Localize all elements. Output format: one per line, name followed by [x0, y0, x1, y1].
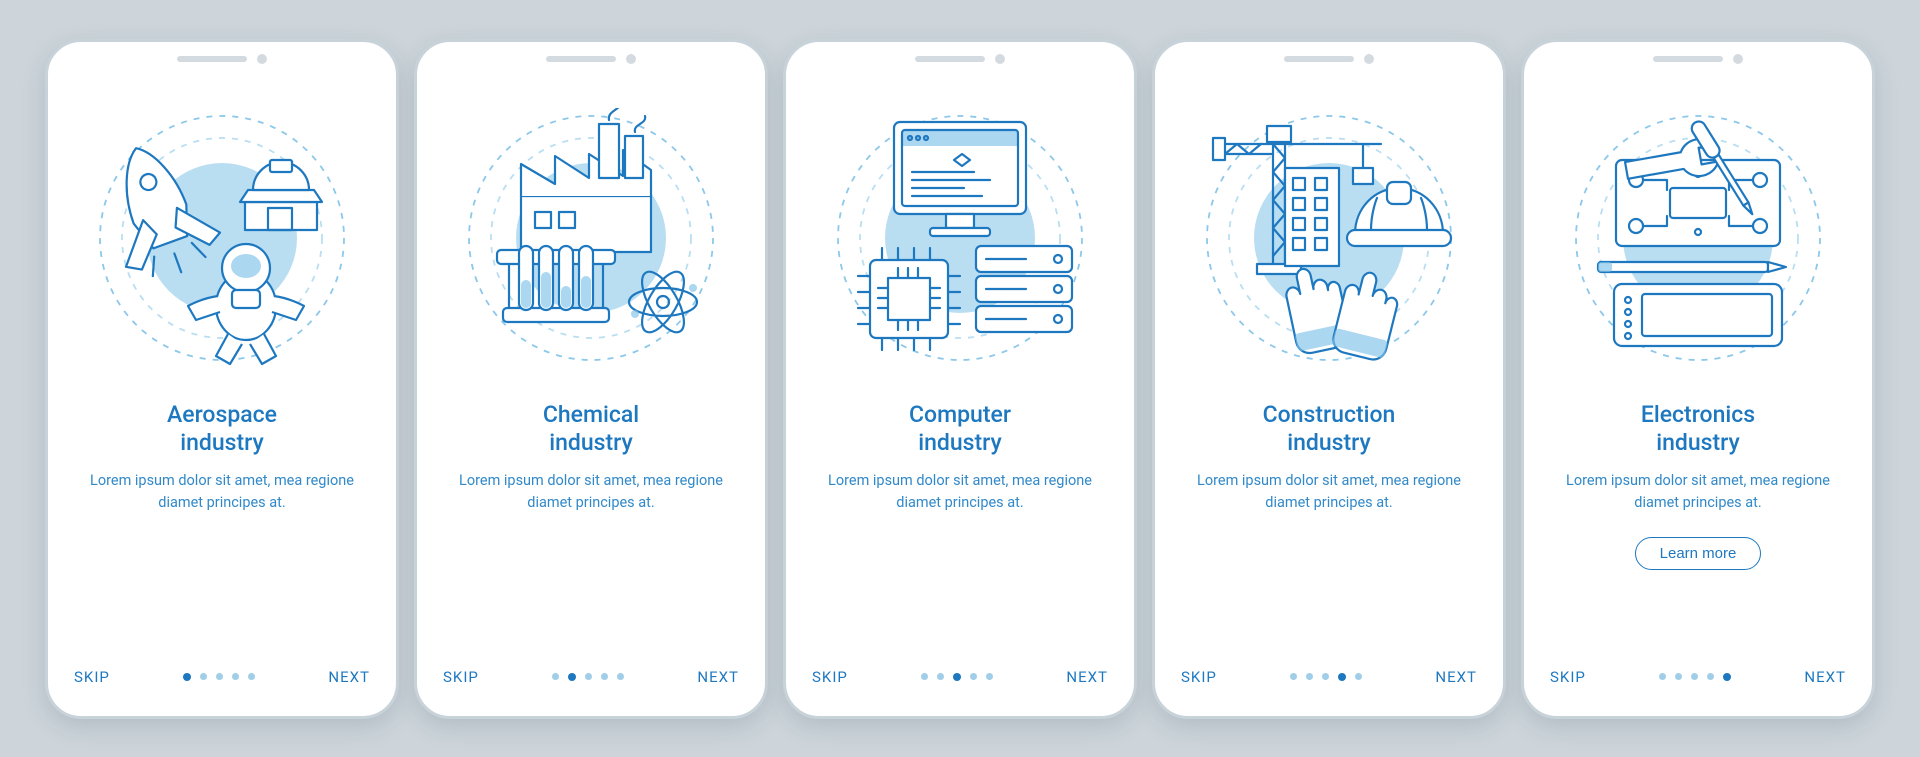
skip-button[interactable]: SKIP [1550, 668, 1586, 686]
next-button[interactable]: NEXT [1435, 668, 1477, 686]
screen-title: Computerindustry [812, 401, 1108, 459]
onboarding-nav: SKIP NEXT [1550, 668, 1846, 690]
next-button[interactable]: NEXT [1804, 668, 1846, 686]
phone-mockup: Electronicsindustry Lorem ipsum dolor sit… [1521, 39, 1875, 719]
page-dot[interactable] [1290, 673, 1297, 680]
phone-mockup: Aerospaceindustry Lorem ipsum dolor sit a… [45, 39, 399, 719]
phone-sensor [1653, 54, 1743, 64]
next-button[interactable]: NEXT [697, 668, 739, 686]
phones-row: Aerospaceindustry Lorem ipsum dolor sit a… [5, 39, 1915, 719]
skip-button[interactable]: SKIP [443, 668, 479, 686]
screen-body: Lorem ipsum dolor sit amet, mea regione … [1181, 470, 1477, 515]
construction-icon [1181, 83, 1477, 393]
onboarding-nav: SKIP NEXT [74, 668, 370, 690]
page-dots [1659, 673, 1731, 681]
screen-body: Lorem ipsum dolor sit amet, mea regione … [812, 470, 1108, 515]
phone-mockup: Chemicalindustry Lorem ipsum dolor sit am… [414, 39, 768, 719]
screen-body: Lorem ipsum dolor sit amet, mea regione … [443, 470, 739, 515]
screen-title: Electronicsindustry [1550, 401, 1846, 459]
page-dot[interactable] [953, 673, 961, 681]
page-dot[interactable] [601, 673, 608, 680]
page-dot[interactable] [1675, 673, 1682, 680]
page-dot[interactable] [1306, 673, 1313, 680]
page-dot[interactable] [986, 673, 993, 680]
page-dot[interactable] [585, 673, 592, 680]
screen-body: Lorem ipsum dolor sit amet, mea regione … [1550, 470, 1846, 515]
phone-sensor [1284, 54, 1374, 64]
page-dot[interactable] [232, 673, 239, 680]
aerospace-icon [74, 83, 370, 393]
page-dot[interactable] [921, 673, 928, 680]
page-dot[interactable] [617, 673, 624, 680]
onboarding-nav: SKIP NEXT [443, 668, 739, 690]
learn-more-button[interactable]: Learn more [1635, 537, 1762, 570]
phone-sensor [177, 54, 267, 64]
onboarding-nav: SKIP NEXT [1181, 668, 1477, 690]
next-button[interactable]: NEXT [1066, 668, 1108, 686]
skip-button[interactable]: SKIP [1181, 668, 1217, 686]
page-dot[interactable] [937, 673, 944, 680]
next-button[interactable]: NEXT [328, 668, 370, 686]
onboarding-nav: SKIP NEXT [812, 668, 1108, 690]
computer-icon [812, 83, 1108, 393]
phone-mockup: Constructionindustry Lorem ipsum dolor si… [1152, 39, 1506, 719]
page-dot[interactable] [216, 673, 223, 680]
page-dot[interactable] [1338, 673, 1346, 681]
page-dot[interactable] [970, 673, 977, 680]
phone-sensor [915, 54, 1005, 64]
page-dot[interactable] [248, 673, 255, 680]
screen-body: Lorem ipsum dolor sit amet, mea regione … [74, 470, 370, 515]
phone-mockup: Computerindustry Lorem ipsum dolor sit am… [783, 39, 1137, 719]
page-dot[interactable] [1707, 673, 1714, 680]
chemical-icon [443, 83, 739, 393]
phone-sensor [546, 54, 636, 64]
page-dot[interactable] [1723, 673, 1731, 681]
page-dot[interactable] [568, 673, 576, 681]
electronics-icon [1550, 83, 1846, 393]
page-dot[interactable] [183, 673, 191, 681]
page-dots [1290, 673, 1362, 681]
page-dot[interactable] [1691, 673, 1698, 680]
page-dot[interactable] [1659, 673, 1666, 680]
screen-title: Constructionindustry [1181, 401, 1477, 459]
skip-button[interactable]: SKIP [74, 668, 110, 686]
skip-button[interactable]: SKIP [812, 668, 848, 686]
page-dots [552, 673, 624, 681]
screen-title: Aerospaceindustry [74, 401, 370, 459]
screen-title: Chemicalindustry [443, 401, 739, 459]
page-dot[interactable] [1322, 673, 1329, 680]
page-dot[interactable] [552, 673, 559, 680]
page-dots [921, 673, 993, 681]
page-dot[interactable] [1355, 673, 1362, 680]
page-dot[interactable] [200, 673, 207, 680]
page-dots [183, 673, 255, 681]
